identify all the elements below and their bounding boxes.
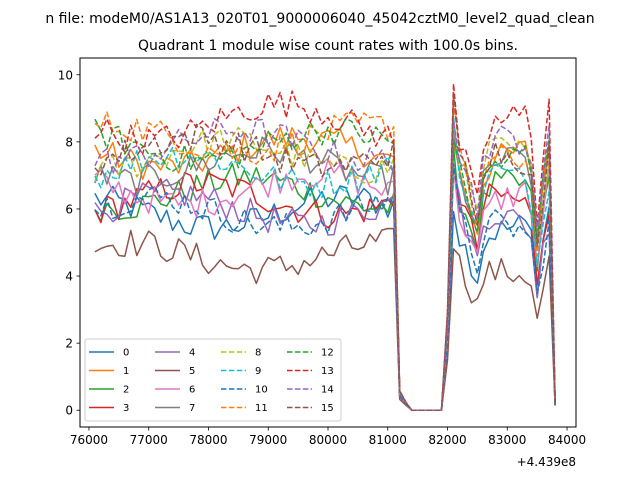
legend-label-5: 5 (189, 366, 195, 377)
x-tick-label: 79000 (249, 433, 287, 447)
x-axis-offset-label: +4.439e8 (517, 455, 576, 469)
series-line-15 (94, 92, 556, 411)
legend-label-10: 10 (255, 385, 268, 396)
x-tick-label: 84000 (548, 433, 586, 447)
figure-suptitle: n file: modeM0/AS1A13_020T01_9000006040_… (45, 11, 594, 27)
y-tick-label: 6 (65, 202, 73, 216)
legend-label-9: 9 (255, 366, 261, 377)
series-line-0 (94, 185, 556, 411)
series-line-10 (94, 163, 556, 411)
legend-label-15: 15 (321, 403, 334, 414)
series-line-14 (94, 118, 556, 411)
series-line-4 (94, 169, 556, 411)
x-tick-label: 78000 (189, 433, 227, 447)
series-line-6 (94, 159, 556, 411)
x-tick-label: 82000 (428, 433, 466, 447)
legend-label-12: 12 (321, 348, 334, 359)
y-tick-label: 0 (65, 404, 73, 418)
chart-title: Quadrant 1 module wise count rates with … (138, 38, 518, 54)
legend-label-8: 8 (255, 348, 261, 359)
legend-label-1: 1 (123, 366, 129, 377)
legend-label-7: 7 (189, 403, 195, 414)
x-tick-label: 77000 (130, 433, 168, 447)
y-tick-label: 2 (65, 337, 73, 351)
x-tick-label: 76000 (70, 433, 108, 447)
x-tick-label: 81000 (369, 433, 407, 447)
x-axis: 76000 77000 78000 79000 80000 81000 82000 83000… (70, 427, 586, 447)
y-tick-label: 4 (65, 270, 73, 284)
plot-lines (94, 83, 556, 411)
y-tick-label: 8 (65, 135, 73, 149)
legend-label-13: 13 (321, 366, 334, 377)
legend-label-3: 3 (123, 403, 129, 414)
legend-box (84, 338, 342, 422)
legend-label-4: 4 (189, 348, 195, 359)
legend-label-11: 11 (255, 403, 268, 414)
series-line-5 (94, 227, 556, 411)
x-tick-label: 83000 (488, 433, 526, 447)
x-tick-label: 80000 (309, 433, 347, 447)
y-axis: 0 2 4 6 8 10 (58, 68, 80, 418)
legend-label-14: 14 (321, 385, 334, 396)
series-line-12 (94, 117, 556, 411)
legend-label-6: 6 (189, 385, 195, 396)
legend-label-2: 2 (123, 385, 129, 396)
series-line-13 (94, 83, 556, 411)
y-tick-label: 10 (58, 68, 73, 82)
legend-label-0: 0 (123, 348, 129, 359)
